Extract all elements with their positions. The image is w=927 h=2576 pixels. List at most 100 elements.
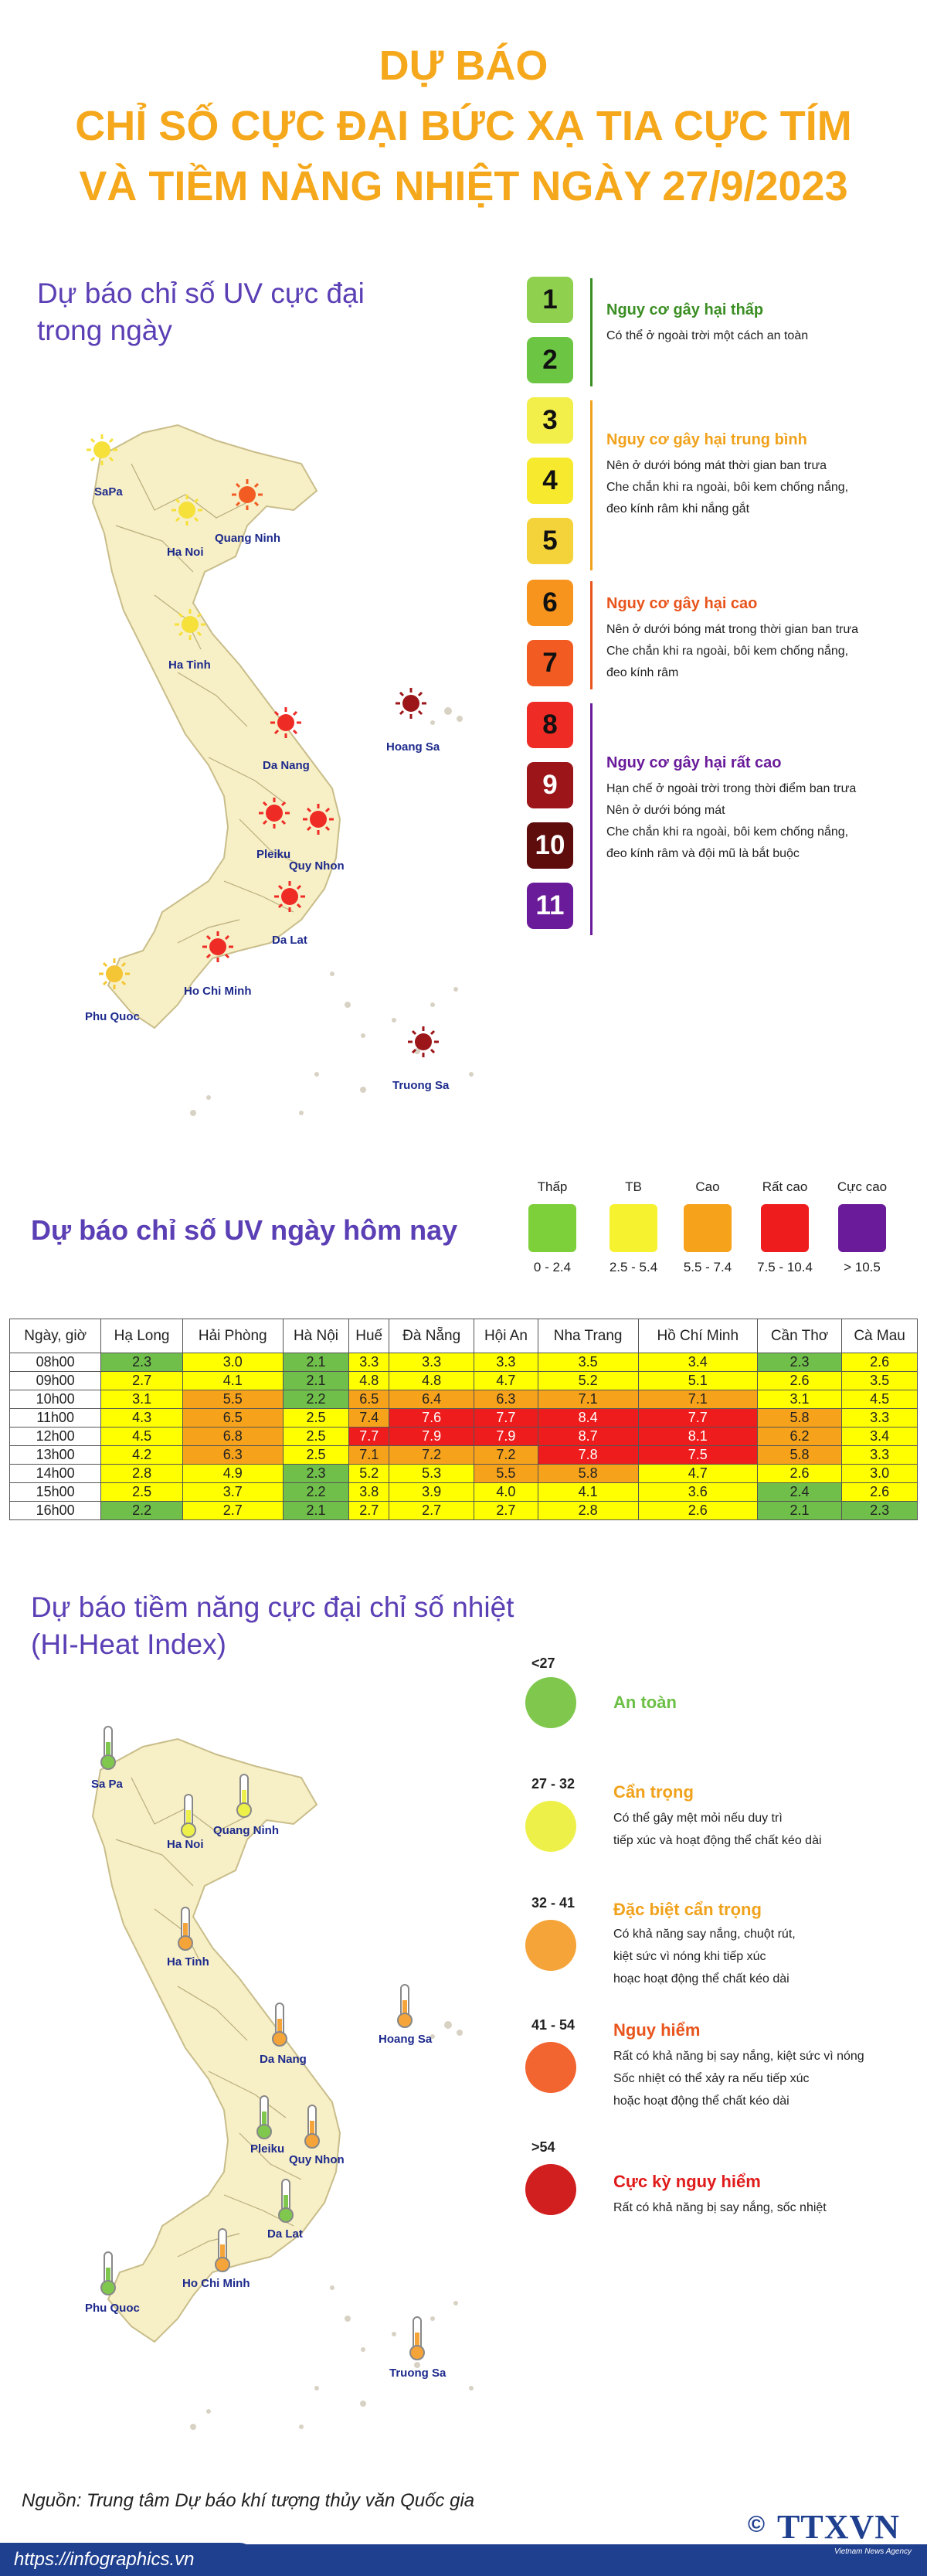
- uv-value-cell: 6.2: [756, 1427, 843, 1446]
- table-header-row: Ngày, giờ Hạ Long Hải Phòng Hà Nội Huế Đ…: [8, 1319, 918, 1353]
- uv-badge: 5: [527, 518, 573, 564]
- sun-icon: [396, 688, 426, 719]
- heat-circle: [525, 2164, 576, 2215]
- uv-value-cell: 3.5: [537, 1353, 639, 1372]
- city-label: Hoang Sa: [379, 2033, 433, 2046]
- thermometer-icon: [277, 2178, 295, 2228]
- city-label: Da Lat: [272, 934, 307, 947]
- heat-vietnam-map: [91, 1737, 474, 2430]
- group-title: Nguy cơ gây hại cao: [606, 595, 758, 612]
- heat-line: Rất có khả năng bị say nắng, sốc nhiệt: [613, 2201, 827, 2214]
- heat-line: Có khả năng say nắng, chuột rút,: [613, 1928, 796, 1941]
- sun-icon: [259, 798, 290, 829]
- uv-value-cell: 6.5: [182, 1408, 284, 1428]
- uv-badge: 8: [527, 702, 573, 748]
- legend-label: Rất cao: [762, 1179, 808, 1194]
- col-header: Cà Mau: [841, 1319, 918, 1353]
- uv-value-cell: 2.7: [348, 1501, 390, 1520]
- uv-value-cell: 6.3: [182, 1445, 284, 1465]
- uv-value-cell: 3.3: [841, 1408, 918, 1428]
- uv-value-cell: 7.1: [537, 1390, 639, 1409]
- city-label: Quang Ninh: [213, 1824, 279, 1837]
- uv-value-cell: 5.5: [474, 1464, 538, 1483]
- city-label: SaPa: [94, 485, 123, 499]
- time-cell: 14h00: [8, 1464, 102, 1483]
- col-header: Hà Nội: [282, 1319, 350, 1353]
- time-cell: 12h00: [8, 1427, 102, 1446]
- uv-value-cell: 2.1: [282, 1353, 350, 1372]
- legend-range: 2.5 - 5.4: [609, 1260, 658, 1274]
- uv-value-cell: 7.7: [637, 1408, 758, 1428]
- sun-icon: [270, 707, 301, 738]
- time-cell: 16h00: [8, 1501, 102, 1520]
- group-line: Che chắn khi ra ngoài, bôi kem chống nắn…: [606, 481, 849, 494]
- heat-line: Có thể gây mệt mỏi nếu duy trì: [613, 1812, 783, 1825]
- uv-value-cell: 2.3: [100, 1353, 183, 1372]
- uv-value-cell: 2.8: [100, 1464, 183, 1483]
- uv-value-cell: 2.1: [756, 1501, 843, 1520]
- uv-value-cell: 3.9: [389, 1482, 475, 1502]
- sun-icon: [99, 958, 130, 989]
- col-header: Hạ Long: [100, 1319, 183, 1353]
- group-line: đeo kính râm và đội mũ là bắt buộc: [606, 847, 800, 860]
- time-cell: 09h00: [8, 1371, 102, 1390]
- legend-range: 7.5 - 10.4: [757, 1260, 813, 1274]
- heat-circle: [525, 1801, 576, 1852]
- legend-swatch: [610, 1204, 657, 1252]
- sun-icon: [274, 881, 305, 912]
- footer-url-tab: https://infographics.vn: [0, 2543, 255, 2576]
- uv-value-cell: 2.2: [282, 1390, 350, 1409]
- heat-line: Sốc nhiệt có thể xảy ra nếu tiếp xúc: [613, 2072, 810, 2085]
- uv-value-cell: 2.7: [389, 1501, 475, 1520]
- uv-value-cell: 7.2: [474, 1445, 538, 1465]
- thermometer-icon: [270, 2002, 289, 2052]
- uv-value-cell: 2.7: [100, 1371, 183, 1390]
- uv-badge: 9: [527, 762, 573, 808]
- col-header: Hội An: [474, 1319, 538, 1353]
- city-label: Ho Chi Minh: [182, 2277, 250, 2290]
- thermometer-icon: [255, 2094, 273, 2145]
- title-line-2: CHỈ SỐ CỰC ĐẠI BỨC XẠ TIA CỰC TÍM: [75, 103, 852, 149]
- heat-title: Cẩn trọng: [613, 1782, 694, 1802]
- heat-range: >54: [531, 2139, 555, 2155]
- uv-value-cell: 3.8: [348, 1482, 390, 1502]
- uv-today-title: Dự báo chỉ số UV ngày hôm nay: [31, 1214, 458, 1246]
- uv-value-cell: 3.3: [474, 1353, 538, 1372]
- uv-value-cell: 7.1: [348, 1445, 390, 1465]
- uv-value-cell: 5.2: [537, 1371, 639, 1390]
- city-label: Ho Chi Minh: [184, 985, 252, 998]
- uv-value-cell: 8.4: [537, 1408, 639, 1428]
- table-row: 16h00 2.2 2.7 2.1 2.7 2.7 2.7 2.8 2.6 2.1 2.3: [8, 1501, 918, 1520]
- uv-vietnam-map: [91, 424, 474, 1116]
- table-row: 15h00 2.5 3.7 2.2 3.8 3.9 4.0 4.1 3.6 2.4 2.6: [8, 1482, 918, 1502]
- legend-label: Thấp: [537, 1179, 568, 1194]
- legend-swatch: [838, 1204, 886, 1252]
- site-link[interactable]: https://infographics.vn: [14, 2549, 195, 2570]
- col-header: Ngày, giờ: [8, 1319, 102, 1353]
- uv-value-cell: 3.0: [182, 1353, 284, 1372]
- uv-value-cell: 3.6: [637, 1482, 758, 1502]
- uv-value-cell: 4.7: [474, 1371, 538, 1390]
- time-cell: 15h00: [8, 1482, 102, 1502]
- uv-value-cell: 2.7: [182, 1501, 284, 1520]
- heat-circle: [525, 1920, 576, 1971]
- uv-value-cell: 2.6: [841, 1353, 918, 1372]
- legend-label: TB: [625, 1179, 642, 1194]
- uv-value-cell: 3.4: [841, 1427, 918, 1446]
- uv-badge: 10: [527, 822, 573, 869]
- uv-value-cell: 5.8: [537, 1464, 639, 1483]
- city-label: Hoang Sa: [386, 740, 440, 754]
- heat-line: tiếp xúc và hoạt động thể chất kéo dài: [613, 1834, 822, 1847]
- uv-value-cell: 2.8: [537, 1501, 639, 1520]
- uv-value-cell: 3.1: [100, 1390, 183, 1409]
- city-label: Truong Sa: [392, 1079, 450, 1092]
- ttxvn-logo: TTXVN: [777, 2508, 901, 2546]
- uv-map-title-line2: trong ngày: [37, 315, 172, 346]
- heat-range: 41 - 54: [531, 2017, 576, 2033]
- heat-line: hoặc hoạt động thể chất kéo dài: [613, 2094, 789, 2108]
- uv-value-cell: 5.8: [756, 1408, 843, 1428]
- heat-line: hoạc hoạt động thể chất kéo dài: [613, 1972, 789, 1986]
- heat-range: 32 - 41: [531, 1895, 576, 1911]
- heat-line: kiệt sức vì nóng khi tiếp xúc: [613, 1950, 766, 1963]
- uv-badge: 1: [527, 277, 573, 323]
